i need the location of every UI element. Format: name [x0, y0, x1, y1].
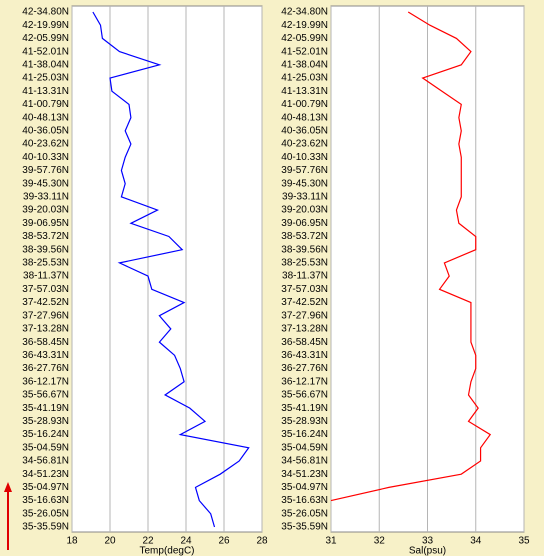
- y-tick-label: 39-20.03N: [281, 205, 328, 216]
- y-tick-label: 35-56.67N: [281, 390, 328, 401]
- y-tick-label: 35-35.59N: [22, 522, 69, 533]
- y-tick-label: 35-04.59N: [281, 442, 328, 453]
- y-tick-label: 35-16.63N: [281, 495, 328, 506]
- y-tick-label: 36-43.31N: [22, 350, 69, 361]
- y-tick-label: 38-39.56N: [281, 244, 328, 255]
- y-tick-label: 42-05.99N: [281, 33, 328, 44]
- y-tick-label: 39-57.76N: [22, 165, 69, 176]
- x-tick-label: 32: [374, 536, 386, 547]
- y-tick-label: 38-39.56N: [22, 244, 69, 255]
- plot-area: [71, 5, 263, 533]
- y-tick-label: 42-34.80N: [22, 7, 69, 18]
- y-tick-label: 41-38.04N: [281, 59, 328, 70]
- y-tick-label: 38-25.53N: [281, 258, 328, 269]
- y-tick-label: 39-45.30N: [22, 178, 69, 189]
- y-tick-label: 38-53.72N: [281, 231, 328, 242]
- y-tick-label: 41-13.31N: [281, 86, 328, 97]
- y-tick-label: 35-28.93N: [22, 416, 69, 427]
- x-axis-label: Temp(degC): [139, 546, 194, 556]
- y-tick-label: 41-38.04N: [22, 59, 69, 70]
- y-tick-label: 41-25.03N: [22, 73, 69, 84]
- y-tick-label: 37-57.03N: [22, 284, 69, 295]
- x-tick-label: 18: [66, 536, 78, 547]
- x-tick-label: 24: [180, 536, 192, 547]
- x-tick-label: 28: [256, 536, 268, 547]
- y-tick-label: 40-23.62N: [22, 139, 69, 150]
- y-tick-label: 36-27.76N: [281, 363, 328, 374]
- y-tick-label: 40-10.33N: [281, 152, 328, 163]
- y-tick-label: 35-04.59N: [22, 442, 69, 453]
- y-tick-label: 41-52.01N: [22, 46, 69, 57]
- y-tick-label: 38-11.37N: [23, 271, 69, 282]
- y-tick-label: 37-13.28N: [281, 324, 328, 335]
- y-tick-label: 34-56.81N: [281, 456, 328, 467]
- y-tick-label: 41-25.03N: [281, 73, 328, 84]
- data-line: [92, 11, 250, 528]
- y-tick-label: 37-57.03N: [281, 284, 328, 295]
- y-tick-label: 35-16.63N: [22, 495, 69, 506]
- y-tick-label: 38-11.37N: [282, 271, 328, 282]
- y-tick-label: 39-33.11N: [282, 192, 328, 203]
- y-tick-label: 36-43.31N: [281, 350, 328, 361]
- y-tick-label: 35-28.93N: [281, 416, 328, 427]
- x-tick-label: 31: [325, 536, 337, 547]
- y-tick-label: 34-51.23N: [281, 469, 328, 480]
- y-tick-label: 39-06.95N: [22, 218, 69, 229]
- y-tick-label: 37-13.28N: [22, 324, 69, 335]
- y-tick-label: 39-45.30N: [281, 178, 328, 189]
- x-tick-label: 20: [104, 536, 116, 547]
- y-tick-label: 41-52.01N: [281, 46, 328, 57]
- y-tick-label: 35-26.05N: [22, 508, 69, 519]
- arrow-head: [4, 482, 12, 492]
- y-tick-label: 42-19.99N: [22, 20, 69, 31]
- x-axis-label: Sal(psu): [409, 546, 446, 556]
- y-tick-label: 35-41.19N: [22, 403, 69, 414]
- y-tick-label: 37-27.96N: [22, 310, 69, 321]
- y-tick-label: 38-53.72N: [22, 231, 69, 242]
- data-line: [330, 11, 492, 502]
- y-tick-label: 35-04.97N: [22, 482, 69, 493]
- y-tick-label: 41-13.31N: [22, 86, 69, 97]
- y-tick-label: 36-12.17N: [281, 376, 328, 387]
- y-tick-label: 40-23.62N: [281, 139, 328, 150]
- x-tick-label: 26: [218, 536, 230, 547]
- y-tick-label: 35-16.24N: [281, 429, 328, 440]
- y-tick-label: 40-48.13N: [281, 112, 328, 123]
- y-tick-label: 35-41.19N: [281, 403, 328, 414]
- y-tick-label: 38-25.53N: [22, 258, 69, 269]
- y-tick-label: 40-36.05N: [22, 125, 69, 136]
- y-tick-label: 36-58.45N: [281, 337, 328, 348]
- y-tick-label: 39-57.76N: [281, 165, 328, 176]
- x-tick-label: 33: [422, 536, 434, 547]
- y-tick-label: 36-27.76N: [22, 363, 69, 374]
- y-tick-label: 39-20.03N: [22, 205, 69, 216]
- y-tick-label: 42-05.99N: [22, 33, 69, 44]
- y-tick-label: 35-35.59N: [281, 522, 328, 533]
- y-tick-label: 42-34.80N: [281, 7, 328, 18]
- y-tick-label: 35-04.97N: [281, 482, 328, 493]
- x-tick-label: 34: [470, 536, 482, 547]
- y-tick-label: 35-26.05N: [281, 508, 328, 519]
- y-tick-label: 37-42.52N: [281, 297, 328, 308]
- y-tick-label: 36-12.17N: [22, 376, 69, 387]
- y-tick-label: 42-19.99N: [281, 20, 328, 31]
- y-tick-label: 40-48.13N: [22, 112, 69, 123]
- y-tick-label: 34-56.81N: [22, 456, 69, 467]
- x-tick-label: 22: [142, 536, 154, 547]
- y-tick-label: 39-33.11N: [23, 192, 69, 203]
- y-tick-label: 36-58.45N: [22, 337, 69, 348]
- y-tick-label: 41-00.79N: [281, 99, 328, 110]
- y-tick-label: 40-36.05N: [281, 125, 328, 136]
- y-tick-label: 37-27.96N: [281, 310, 328, 321]
- y-tick-label: 41-00.79N: [22, 99, 69, 110]
- y-tick-label: 39-06.95N: [281, 218, 328, 229]
- y-tick-label: 37-42.52N: [22, 297, 69, 308]
- y-tick-label: 35-16.24N: [22, 429, 69, 440]
- y-tick-label: 40-10.33N: [22, 152, 69, 163]
- y-tick-label: 34-51.23N: [22, 469, 69, 480]
- y-tick-label: 35-56.67N: [22, 390, 69, 401]
- x-tick-label: 35: [518, 536, 530, 547]
